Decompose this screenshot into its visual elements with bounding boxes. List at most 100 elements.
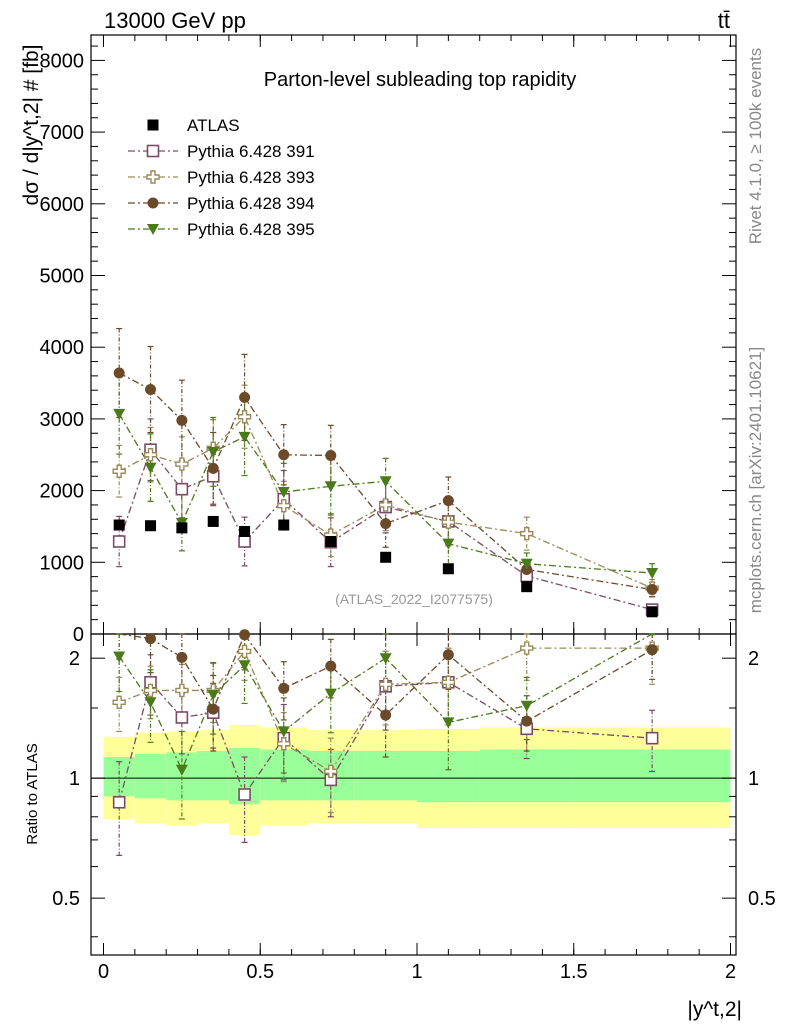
rivet-label: Rivet 4.1.0, ≥ 100k events bbox=[746, 48, 765, 244]
series-1-main-point bbox=[378, 498, 393, 512]
band-inner-3 bbox=[197, 750, 229, 801]
x-tick-label: 1 bbox=[411, 961, 422, 983]
ratio-tick-label-right: 1 bbox=[748, 768, 759, 790]
series-3-main-point bbox=[379, 476, 392, 488]
series-2-ratio-point bbox=[145, 633, 157, 645]
y-tick-label: 8000 bbox=[40, 50, 85, 72]
atlas-data-point bbox=[145, 520, 157, 532]
series-1-ratio-point bbox=[520, 641, 534, 655]
legend-label-1: Pythia 6.428 391 bbox=[187, 142, 315, 161]
series-2-main-point bbox=[239, 391, 251, 403]
series-2-main-point bbox=[176, 414, 188, 426]
series-2-ratio-point bbox=[207, 703, 219, 715]
series-2-ratio-point bbox=[176, 651, 188, 663]
x-tick-label: 0.5 bbox=[246, 961, 274, 983]
series-1-ratio-point bbox=[378, 677, 393, 691]
series-2-ratio-point bbox=[325, 660, 337, 672]
series-2-main-point bbox=[278, 449, 290, 461]
series-3-ratio-point bbox=[175, 764, 188, 776]
y-tick-label: 1000 bbox=[40, 552, 85, 574]
y-tick-label: 4000 bbox=[40, 337, 85, 359]
ratio-uncertainty-bands bbox=[103, 724, 731, 836]
series-3-ratio-point bbox=[442, 717, 455, 729]
series-3-ratio-point bbox=[324, 688, 337, 700]
atlas-data-point bbox=[113, 519, 125, 531]
series-1-main-point bbox=[143, 448, 158, 462]
series-3-ratio-point bbox=[520, 700, 533, 712]
series-3-main-point bbox=[442, 538, 455, 550]
x-tick-label: 1.5 bbox=[560, 961, 588, 983]
atlas-data-point bbox=[239, 525, 251, 537]
legend-label-2: Pythia 6.428 393 bbox=[187, 168, 315, 187]
legend-marker-1 bbox=[146, 144, 160, 158]
ratio-tick-label-right: 2 bbox=[748, 648, 759, 670]
band-inner-5 bbox=[260, 749, 308, 801]
atlas-data-point bbox=[442, 563, 454, 575]
x-tick-label: 0 bbox=[98, 961, 109, 983]
series-2-ratio-point bbox=[521, 715, 533, 727]
ratio-axis-label: Ratio to ATLAS bbox=[24, 743, 41, 844]
series-0-ratio-point bbox=[645, 731, 659, 745]
series-3-ratio-point bbox=[238, 660, 251, 672]
y-tick-label: 6000 bbox=[40, 194, 85, 216]
series-2-ratio-point bbox=[646, 644, 658, 656]
x-tick-label: 2 bbox=[725, 961, 736, 983]
series-3-ratio-point bbox=[144, 697, 157, 709]
series-0-ratio-line bbox=[118, 680, 653, 803]
series-1-main-point bbox=[175, 457, 189, 471]
y-tick-label-zero: 0 bbox=[73, 624, 84, 646]
band-inner-1 bbox=[134, 753, 167, 799]
series-2-main-point bbox=[325, 449, 337, 461]
ratio-tick-label: 2 bbox=[69, 648, 80, 670]
series-3-main-point bbox=[207, 446, 220, 458]
series-3-ratio-point bbox=[113, 651, 126, 663]
series-0-main-point bbox=[175, 482, 189, 496]
series-1-ratio-point bbox=[237, 644, 252, 659]
series-2-main-point bbox=[113, 367, 125, 379]
series-0-ratio-point bbox=[238, 788, 251, 801]
band-inner-7 bbox=[354, 750, 417, 801]
legend-label-3: Pythia 6.428 394 bbox=[187, 194, 315, 213]
atlas-data-point bbox=[176, 522, 188, 534]
atlas-data-point bbox=[521, 581, 533, 593]
series-1-ratio-point bbox=[112, 695, 126, 710]
legend-marker-2 bbox=[146, 170, 160, 184]
series-3-main-point bbox=[113, 408, 126, 420]
series-2-main-point bbox=[145, 384, 157, 396]
legend-marker-3 bbox=[147, 197, 159, 209]
series-1-ratio-point bbox=[324, 764, 338, 779]
series-1-main-point bbox=[441, 515, 456, 529]
series-2-ratio-point bbox=[442, 649, 454, 661]
y-tick-label: 3000 bbox=[40, 409, 85, 431]
axes: 0 0.5 1 1.5 2 1000 2000 3000 4000 5000 6000 7000 800… bbox=[40, 34, 776, 983]
energy-label: 13000 GeV pp bbox=[104, 8, 246, 33]
y-tick-label: 7000 bbox=[40, 122, 85, 144]
legend-marker-0 bbox=[147, 119, 159, 131]
ratio-tick-label-right: 0.5 bbox=[748, 888, 776, 910]
series-1-main-point bbox=[112, 464, 126, 478]
series-1-main-point bbox=[277, 498, 291, 513]
series-1-main-point bbox=[520, 526, 534, 541]
series-3-ratio-point bbox=[379, 653, 392, 665]
atlas-data-point bbox=[278, 519, 290, 531]
x-axis-label: |y^t,2| bbox=[687, 998, 742, 1021]
series-3-main-point bbox=[144, 462, 157, 474]
atlas-data-point bbox=[207, 515, 219, 527]
y-tick-label: 2000 bbox=[40, 481, 85, 503]
series-2-ratio-point bbox=[239, 629, 251, 641]
atlas-data-point bbox=[380, 551, 392, 563]
series-3-main-point bbox=[324, 481, 337, 493]
legend-marker-4 bbox=[147, 224, 159, 235]
series-3-ratio-point bbox=[207, 689, 220, 701]
mcplots-label: mcplots.cern.ch [arXiv:2401.10621] bbox=[746, 347, 765, 613]
legend-label-0: ATLAS bbox=[187, 116, 240, 135]
series-3-main-point bbox=[646, 568, 659, 580]
series-1-ratio-point bbox=[143, 683, 158, 698]
series-0-main-point bbox=[112, 535, 126, 548]
series-2-main-point bbox=[442, 495, 454, 507]
series-2-main-point bbox=[380, 518, 392, 530]
ratio-tick-label: 1 bbox=[69, 768, 80, 790]
series-3-main-point bbox=[238, 431, 251, 443]
ratio-frame bbox=[90, 633, 737, 956]
